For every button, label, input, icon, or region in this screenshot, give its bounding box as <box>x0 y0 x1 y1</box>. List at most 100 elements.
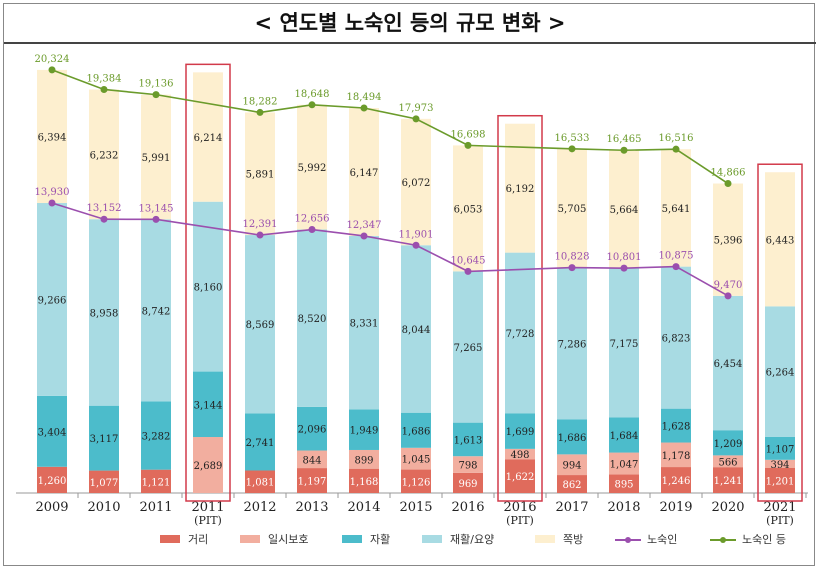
bar-segment <box>37 395 67 467</box>
x-tick-label: 2013 <box>295 500 328 515</box>
bar-segment <box>297 229 327 407</box>
x-tick-label: 2020 <box>711 500 744 515</box>
segment-label: 5,891 <box>246 170 275 181</box>
segment-label: 8,160 <box>194 283 223 294</box>
segment-label: 3,117 <box>90 434 119 445</box>
bar-segment <box>609 417 639 453</box>
bar-segment <box>245 470 275 493</box>
segment-label: 1,686 <box>558 433 587 444</box>
legend-swatch <box>342 535 362 543</box>
segment-label: 1,045 <box>402 455 431 466</box>
x-tick-label: 2010 <box>87 500 120 515</box>
x-tick-label: (PIT) <box>766 514 794 527</box>
bar-segment <box>297 406 327 451</box>
line-label: 10,801 <box>607 252 642 263</box>
legend-label: 일시보호 <box>268 532 308 546</box>
segment-label: 1,197 <box>298 477 327 488</box>
bar-segment <box>765 467 795 493</box>
bar-segment <box>193 371 223 438</box>
line-point <box>256 108 264 116</box>
x-tick-label: 2017 <box>555 500 588 515</box>
bar-segment <box>401 245 431 413</box>
line-label: 10,875 <box>659 251 694 262</box>
segment-label: 1,686 <box>402 426 431 437</box>
line-label: 16,533 <box>555 133 590 144</box>
bar-segment <box>661 149 691 267</box>
segment-label: 1,622 <box>506 472 535 483</box>
line-point <box>412 115 420 123</box>
bar-segment <box>297 450 327 469</box>
bar-segment <box>37 466 67 493</box>
line-point <box>724 292 732 300</box>
segment-label: 1,121 <box>142 477 171 488</box>
bar-segment <box>37 203 67 396</box>
segment-label: 566 <box>718 457 737 468</box>
segment-label: 1,126 <box>402 477 431 488</box>
bar-segment <box>713 455 743 468</box>
legend-label: 거리 <box>188 533 208 546</box>
segment-label: 8,520 <box>298 314 327 325</box>
bar-segment <box>401 412 431 448</box>
line-label: 18,282 <box>243 96 278 107</box>
line-label: 16,698 <box>451 129 486 140</box>
line-label: 16,465 <box>607 134 642 145</box>
legend-label: 재활/요양 <box>450 532 494 546</box>
line-label: 19,384 <box>87 73 122 84</box>
segment-label: 394 <box>770 460 789 471</box>
bar-segment <box>713 430 743 456</box>
line-point <box>568 264 576 272</box>
x-tick-label: 2018 <box>607 500 640 515</box>
segment-label: 2,741 <box>246 438 275 449</box>
bar-segment <box>349 409 379 450</box>
bar-segment <box>193 201 223 372</box>
segment-label: 2,096 <box>298 425 327 436</box>
segment-label: 5,641 <box>662 204 691 215</box>
bar-segment <box>297 104 327 230</box>
line-point <box>360 104 368 112</box>
legend-label: 노숙인 <box>647 533 677 546</box>
bar-segment <box>505 448 535 460</box>
bar-segment <box>349 108 379 236</box>
segment-label: 7,265 <box>454 343 483 354</box>
segment-label: 6,147 <box>350 168 379 179</box>
bar-segment <box>141 94 171 220</box>
bar-segment <box>245 112 275 236</box>
bar-segment <box>557 454 587 476</box>
line-point <box>568 145 576 153</box>
line-label: 13,145 <box>139 203 174 214</box>
line-point <box>412 241 420 249</box>
x-tick-label: 2016 <box>451 500 484 515</box>
bar-segment <box>453 456 483 473</box>
legend-swatch <box>535 535 555 543</box>
segment-label: 1,699 <box>506 427 535 438</box>
segment-label: 8,742 <box>142 306 171 317</box>
bar-segment <box>609 452 639 475</box>
segment-label: 994 <box>562 461 581 472</box>
segment-label: 1,107 <box>766 444 795 455</box>
pit-highlight-box <box>497 114 543 502</box>
line-point <box>48 199 56 207</box>
bar-segment <box>557 419 587 455</box>
bar-segment <box>89 470 119 493</box>
bar-segment <box>89 89 119 220</box>
bar-segment <box>349 468 379 493</box>
line-label: 18,648 <box>295 89 330 100</box>
segment-label: 6,443 <box>766 235 795 246</box>
segment-label: 6,394 <box>38 132 67 143</box>
line-point <box>672 145 680 153</box>
x-tick-label: 2015 <box>399 500 432 515</box>
line-point <box>48 66 56 74</box>
bar-segment <box>557 148 587 268</box>
segment-label: 3,282 <box>142 432 171 443</box>
bar-segment <box>505 459 535 493</box>
line-label: 12,391 <box>243 219 278 230</box>
line-point <box>152 215 160 223</box>
line-point <box>620 146 628 154</box>
series-line <box>51 202 729 297</box>
bar-segment <box>713 467 743 493</box>
pit-highlight-box <box>757 163 803 502</box>
segment-label: 8,958 <box>90 308 119 319</box>
segment-label: 8,044 <box>402 325 431 336</box>
x-tick-label: 2011 <box>191 500 224 515</box>
